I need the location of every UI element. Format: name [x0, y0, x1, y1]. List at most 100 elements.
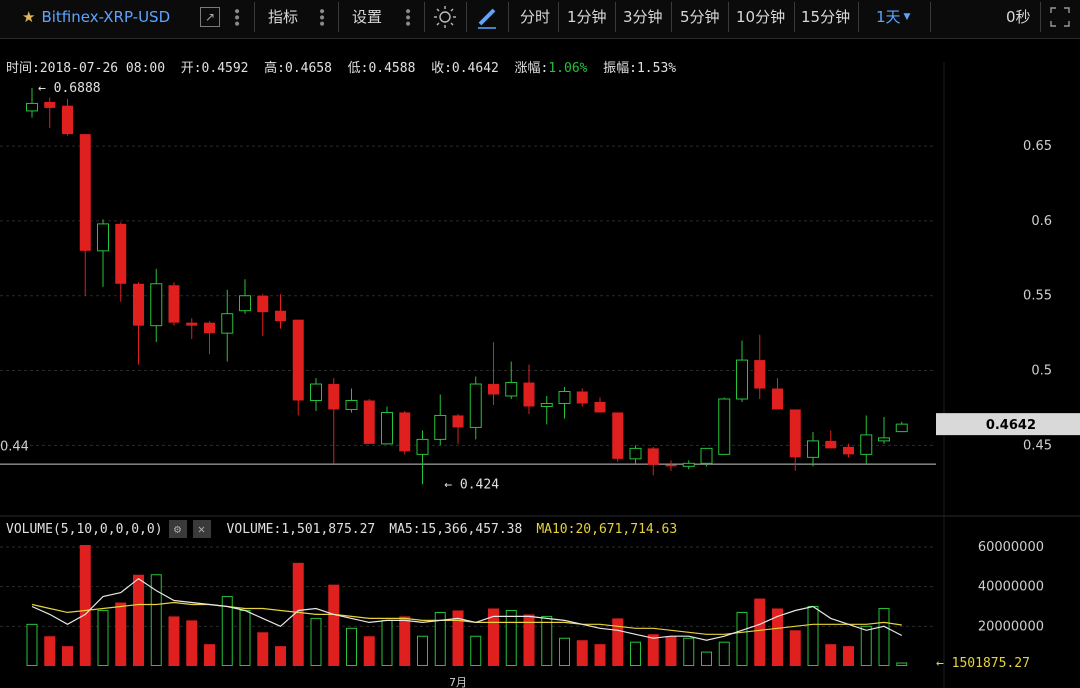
- price-tick-label: 0.5: [1031, 364, 1052, 379]
- timeframe-3min[interactable]: 3分钟: [623, 8, 663, 26]
- volume-info-bar: VOLUME(5,10,0,0,0,0) ⚙ ✕ VOLUME: 1,501,87…: [6, 520, 677, 538]
- volume-bar: [257, 632, 269, 666]
- fullscreen-icon: [1050, 6, 1070, 27]
- timeframe-15min[interactable]: 15分钟: [801, 8, 851, 26]
- close-label: 收:: [431, 61, 452, 76]
- candle-body: [79, 134, 91, 251]
- volume-bar: [62, 646, 73, 666]
- ma5-line: [31, 577, 903, 641]
- fullscreen-button[interactable]: [1048, 0, 1072, 33]
- candle-body: [26, 102, 38, 112]
- timeframe-1min[interactable]: 1分钟: [567, 8, 607, 26]
- candle-body: [204, 322, 215, 334]
- settings-button[interactable]: 设置: [352, 8, 383, 26]
- candle-body: [452, 415, 464, 428]
- volume-label: VOLUME:: [226, 521, 282, 537]
- volume-bar: [860, 625, 872, 667]
- gear-icon[interactable]: ⚙: [168, 520, 187, 538]
- symbol-name[interactable]: Bitfinex-XRP-USD: [41, 7, 171, 26]
- candle-body: [700, 447, 713, 464]
- change-label: 涨幅:: [514, 61, 549, 76]
- favorite-star-icon[interactable]: ★: [22, 7, 36, 26]
- volume-bar: [754, 598, 766, 666]
- timeframe-fenshi[interactable]: 分时: [520, 8, 551, 26]
- draw-tool-button[interactable]: [474, 0, 500, 33]
- volume-bar: [417, 635, 428, 667]
- min-price-annotation: ← 0.424: [444, 477, 499, 492]
- divider: [671, 2, 672, 32]
- volume-bar: [594, 644, 606, 666]
- candle-body: [115, 223, 127, 284]
- drag-handle-icon[interactable]: •••: [228, 7, 244, 26]
- price-tick-label: 0.6: [1031, 214, 1052, 229]
- volume-tick-label: 40000000: [978, 580, 1044, 595]
- volume-bar: [488, 608, 499, 666]
- price-tick-label: 0.45: [1023, 438, 1052, 453]
- candle-body: [44, 101, 56, 108]
- volume-value: 1,501,875.27: [281, 521, 376, 537]
- timeframe-1day-dropdown[interactable]: 1天 ▼: [876, 0, 910, 33]
- volume-bar: [559, 637, 570, 666]
- candle-body: [505, 382, 518, 397]
- popout-button[interactable]: ↗: [200, 0, 220, 33]
- volume-bar: [896, 662, 908, 667]
- more-icon[interactable]: •••: [313, 7, 329, 26]
- candle-body: [97, 223, 109, 252]
- volume-bar: [381, 619, 393, 667]
- theme-toggle-button[interactable]: [432, 0, 458, 33]
- candle-body: [772, 388, 783, 410]
- volume-bar: [505, 609, 517, 667]
- candle-body: [754, 360, 766, 389]
- max-price-annotation: ← 0.6888: [38, 81, 101, 96]
- volume-bar: [523, 614, 535, 666]
- candle-body: [292, 319, 304, 401]
- indicators-button[interactable]: 指标: [268, 8, 299, 26]
- candle-body: [381, 411, 393, 445]
- current-price-tag: [936, 413, 1080, 436]
- symbol-selector[interactable]: ★ Bitfinex-XRP-USD: [22, 0, 170, 33]
- volume-bar: [186, 620, 198, 666]
- volume-bar: [79, 545, 91, 666]
- divider: [338, 2, 339, 32]
- volume-bar: [133, 574, 144, 666]
- external-link-icon: ↗: [200, 6, 220, 27]
- candle-body: [488, 384, 499, 395]
- volume-bar: [292, 562, 304, 666]
- candle-body: [239, 295, 251, 312]
- divider: [858, 2, 859, 32]
- divider: [1040, 2, 1041, 32]
- volume-tick-label: 20000000: [978, 619, 1044, 634]
- close-icon[interactable]: ✕: [192, 520, 211, 538]
- volume-bar: [647, 634, 659, 666]
- candle-body: [682, 462, 695, 467]
- volume-bar: [310, 617, 322, 666]
- timeframe-5min[interactable]: 5分钟: [680, 8, 720, 26]
- volume-bar: [807, 605, 819, 667]
- candle-body: [257, 295, 269, 313]
- volume-indicator-label: VOLUME(5,10,0,0,0,0): [6, 521, 163, 537]
- sun-icon: [434, 5, 456, 28]
- candle-body: [275, 310, 286, 322]
- candle-body: [416, 438, 429, 455]
- volume-bar: [239, 609, 251, 667]
- volume-bar: [363, 636, 375, 666]
- candle-body: [399, 412, 411, 452]
- current-price-label: 0.4642: [986, 418, 1036, 433]
- left-price-label: 0.44: [0, 439, 29, 454]
- high-label: 高:: [264, 61, 285, 76]
- price-tick-label: 0.65: [1023, 139, 1052, 154]
- volume-bar: [221, 596, 233, 667]
- divider: [558, 2, 559, 32]
- divider: [930, 2, 931, 32]
- more-icon[interactable]: •••: [399, 7, 415, 26]
- candle-body: [150, 283, 163, 327]
- volume-bar: [576, 640, 588, 666]
- candle-body: [895, 423, 908, 433]
- volume-bar: [772, 608, 783, 666]
- timeframe-10min[interactable]: 10分钟: [736, 8, 786, 26]
- volume-bar: [452, 610, 464, 666]
- volume-bar: [150, 574, 162, 666]
- volume-bar: [878, 607, 890, 666]
- candle-body: [310, 383, 322, 401]
